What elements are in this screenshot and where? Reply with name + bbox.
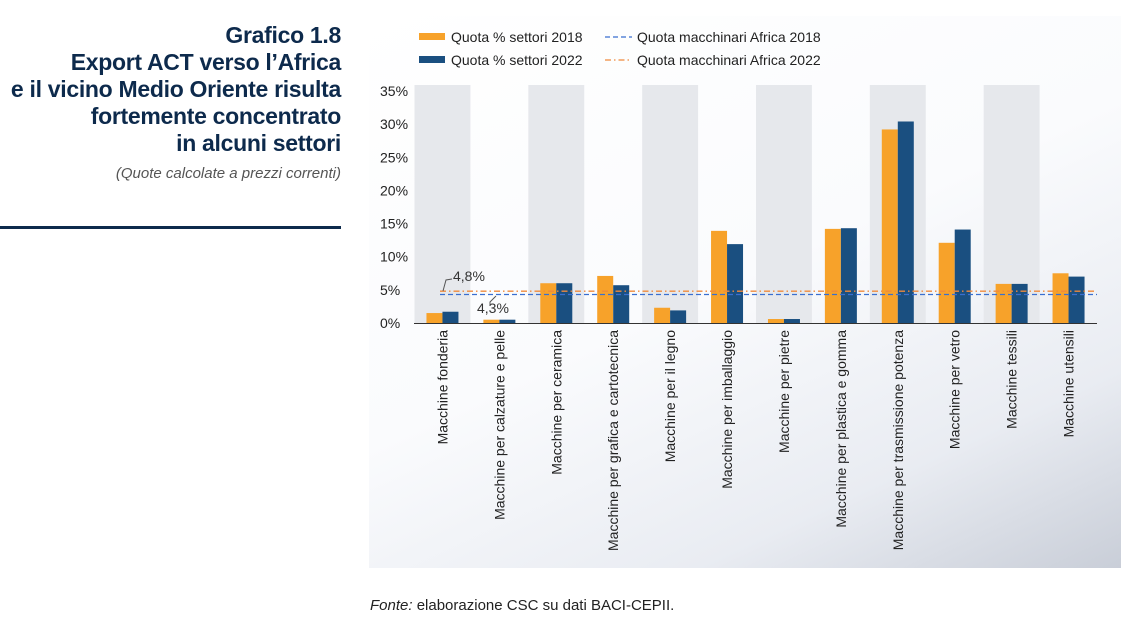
legend-label: Quota macchinari Africa 2022: [637, 52, 821, 68]
reference-label-2018: 4,3%: [477, 300, 509, 316]
bar-2022: [727, 244, 744, 323]
y-tick-label: 25%: [380, 149, 408, 165]
y-tick-label: 0%: [380, 315, 400, 331]
reference-leader-2018: [489, 295, 497, 306]
category-band: [414, 85, 471, 323]
bar-2018: [540, 283, 557, 323]
category-label: Macchine fonderia: [434, 330, 450, 445]
legend-swatch: [419, 56, 445, 63]
bar-2018: [995, 283, 1012, 323]
chart-heading: Grafico 1.8 Export ACT verso l’Africa e …: [0, 22, 341, 182]
category-label: Macchine per ceramica: [548, 330, 564, 475]
chart-title-line-1: Grafico 1.8: [225, 22, 341, 48]
bar-2018: [824, 228, 841, 323]
bar-2018: [1052, 273, 1069, 323]
y-tick-label: 30%: [380, 116, 408, 132]
reference-leader-2022: [442, 278, 453, 292]
category-label: Macchine tessili: [1004, 330, 1020, 429]
legend-label: Quota macchinari Africa 2018: [637, 29, 821, 45]
bar-2022: [670, 310, 687, 323]
bar-2018: [483, 319, 500, 323]
category-label: Macchine per il legno: [662, 330, 678, 463]
bar-2022: [556, 283, 573, 323]
bar-2018: [426, 313, 443, 323]
bar-2018: [881, 129, 898, 323]
category-band: [983, 85, 1040, 323]
bar-2022: [897, 121, 914, 324]
source-note: Fonte: elaborazione CSC su dati BACI-CEP…: [370, 597, 674, 614]
bar-2018: [711, 230, 728, 323]
category-label: Macchine per calzature e pelle: [491, 330, 507, 520]
bar-2022: [954, 229, 971, 323]
bar-2018: [767, 319, 784, 323]
category-label: Macchine per imballaggio: [719, 330, 735, 489]
chart-title-line-4: fortemente concentrato: [90, 103, 342, 129]
bar-2022: [499, 319, 516, 323]
bar-2022: [1011, 283, 1028, 323]
source-label: Fonte:: [370, 597, 413, 614]
category-label: Macchine per plastica e gomma: [833, 330, 849, 528]
legend-swatch: [419, 33, 445, 40]
y-tick-label: 20%: [380, 182, 408, 198]
category-label: Macchine per trasmissione potenza: [890, 330, 906, 550]
y-tick-label: 35%: [380, 83, 408, 99]
chart-subtitle: (Quote calcolate a prezzi correnti): [115, 165, 341, 182]
y-tick-label: 10%: [380, 249, 408, 265]
bar-2018: [938, 242, 955, 323]
category-label: Macchine per pietre: [776, 330, 792, 453]
category-band: [756, 85, 812, 323]
bar-2022: [783, 319, 800, 323]
chart-title-line-5: in alcuni settori: [176, 130, 341, 156]
category-label: Macchine per vetro: [947, 330, 963, 449]
bar-2022: [442, 311, 459, 323]
category-label: Macchine utensili: [1061, 330, 1077, 437]
bar-2018: [597, 275, 614, 323]
legend-label: Quota % settori 2022: [451, 52, 583, 68]
divider-rule: [0, 226, 341, 229]
legend-label: Quota % settori 2018: [451, 29, 583, 45]
y-tick-label: 5%: [380, 282, 400, 298]
bar-2018: [654, 307, 671, 323]
source-text: elaborazione CSC su dati BACI-CEPII.: [412, 597, 675, 614]
category-label: Macchine per grafica e cartotecnica: [605, 330, 621, 551]
bar-2022: [1068, 276, 1085, 323]
y-tick-label: 15%: [380, 216, 408, 232]
chart-title-line-3: e il vicino Medio Oriente risulta: [10, 76, 341, 102]
reference-label-2022: 4,8%: [453, 268, 485, 284]
bar-2022: [840, 228, 857, 323]
category-band: [642, 85, 699, 323]
chart-title-line-2: Export ACT verso l’Africa: [70, 49, 342, 75]
